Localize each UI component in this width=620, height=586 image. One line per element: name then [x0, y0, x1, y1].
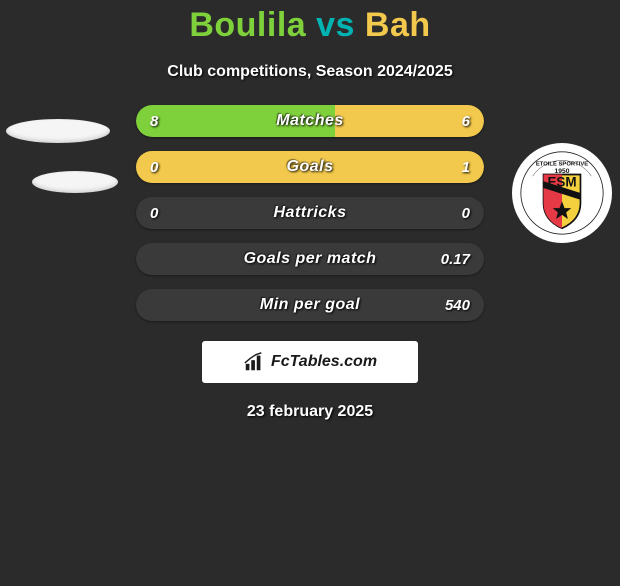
bar-value-right: 1 [448, 151, 484, 183]
bar-value-right: 0.17 [427, 243, 484, 275]
page-title: Boulila vs Bah [0, 6, 620, 45]
bar-row: Goals per match0.17 [136, 243, 484, 275]
esm-year: 1950 [555, 168, 570, 175]
bar-value-left: 0 [136, 151, 172, 183]
bar-row: Min per goal540 [136, 289, 484, 321]
bar-label: Goals [136, 151, 484, 183]
comparison-panel: ETOILE SPORTIVE ESM 1950 Matches86Goals0… [0, 105, 620, 421]
bar-value-right: 6 [448, 105, 484, 137]
player2-badge: ETOILE SPORTIVE ESM 1950 [508, 149, 614, 255]
bar-row: Hattricks0 0 [136, 197, 484, 229]
title-player2: Bah [365, 6, 431, 44]
player1-badge [6, 105, 112, 211]
badge-oval-1 [6, 119, 110, 143]
bar-row: Goals0 1 [136, 151, 484, 183]
bar-label: Hattricks [136, 197, 484, 229]
esm-logo-icon: ETOILE SPORTIVE ESM 1950 [520, 151, 604, 235]
bar-chart-icon [243, 351, 265, 373]
comparison-bars: Matches86Goals01Hattricks00Goals per mat… [136, 105, 484, 321]
bar-value-left: 0 [136, 197, 172, 229]
fctables-text: FcTables.com [271, 353, 377, 371]
title-vs: vs [316, 6, 355, 44]
subtitle: Club competitions, Season 2024/2025 [0, 63, 620, 81]
datestamp: 23 february 2025 [0, 403, 620, 421]
bar-value-right: 540 [431, 289, 484, 321]
esm-logo-circle: ETOILE SPORTIVE ESM 1950 [512, 143, 612, 243]
fctables-watermark: FcTables.com [202, 341, 418, 383]
esm-initials: ESM [547, 174, 576, 189]
badge-oval-2 [32, 171, 118, 193]
bar-value-right: 0 [448, 197, 484, 229]
bar-row: Matches8 6 [136, 105, 484, 137]
bar-value-left: 8 [136, 105, 172, 137]
esm-arc-text: ETOILE SPORTIVE [536, 161, 588, 167]
title-player1: Boulila [189, 6, 306, 44]
bar-label: Matches [136, 105, 484, 137]
